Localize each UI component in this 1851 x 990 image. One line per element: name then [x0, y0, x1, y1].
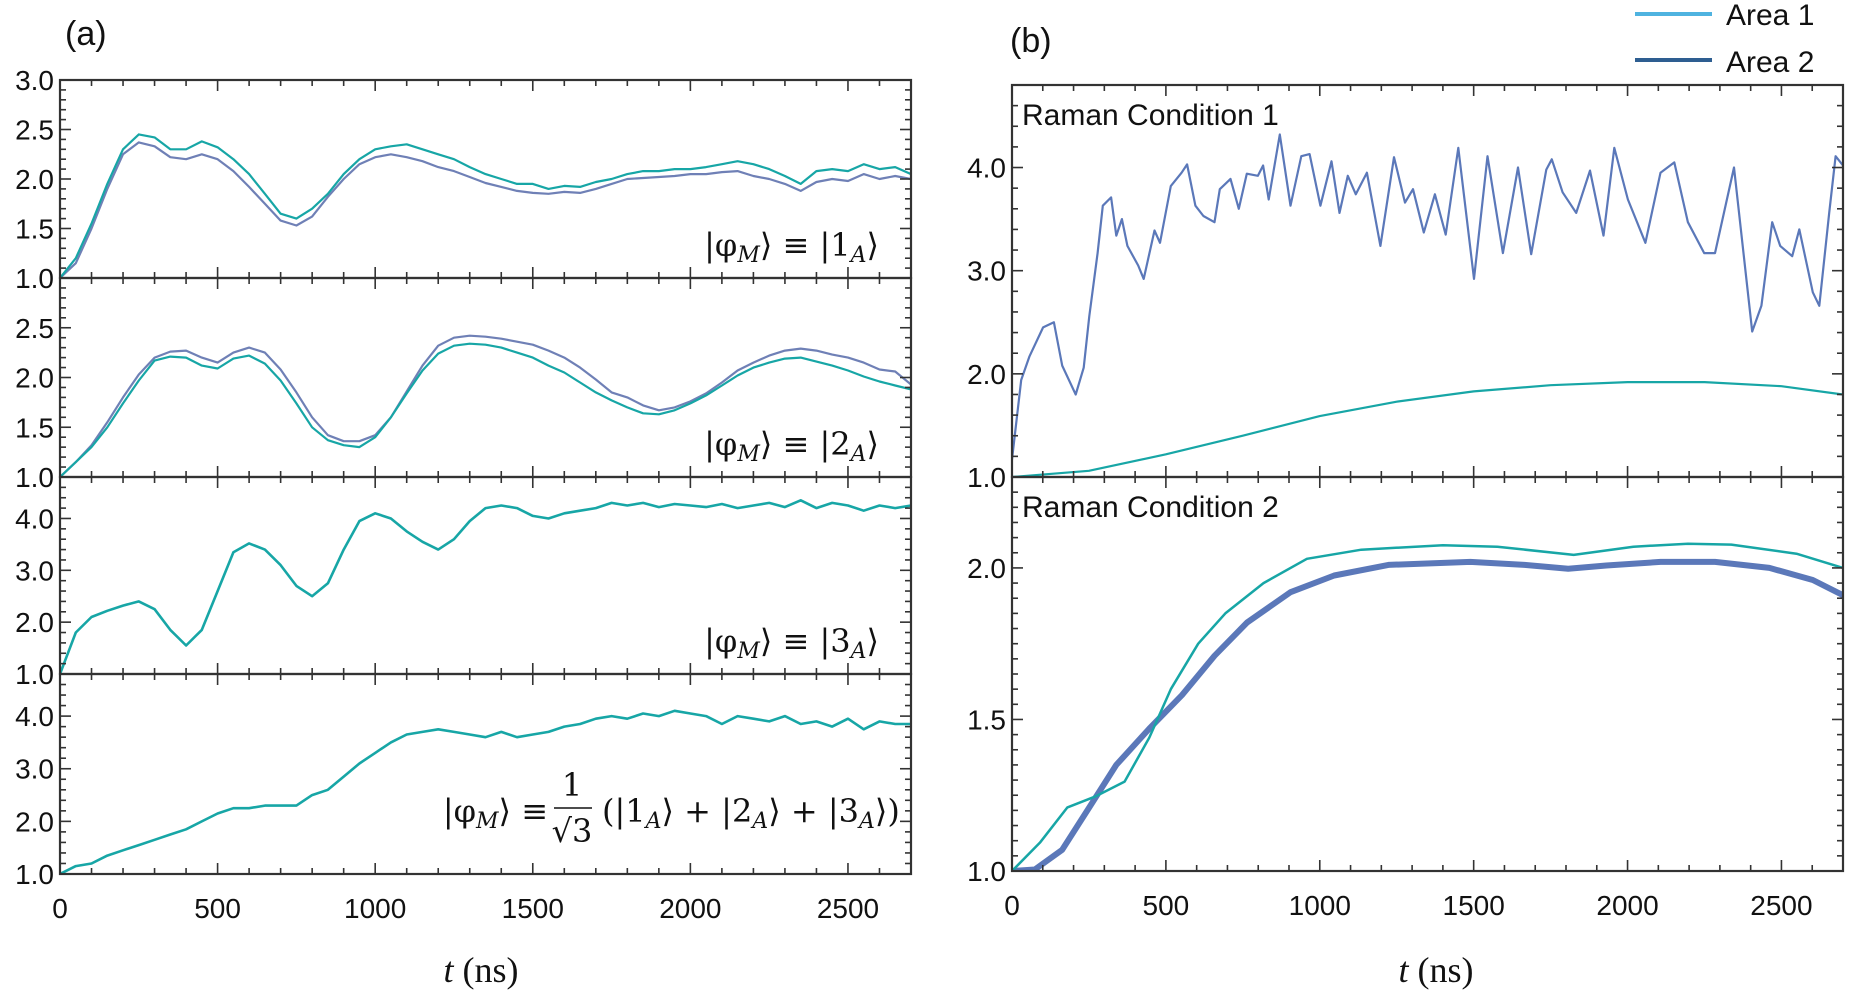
- series-line-area-1: [60, 133, 911, 278]
- x-tick-label: 2500: [817, 893, 879, 924]
- y-tick-label: 2.0: [967, 553, 1006, 584]
- series-line-area-1: [1012, 542, 1843, 871]
- x-axis-label-b: t (ns): [1398, 950, 1473, 990]
- y-tick-label: 4.0: [967, 153, 1006, 184]
- y-tick-label: 3.0: [15, 754, 54, 785]
- condition-label: Raman Condition 1: [1022, 99, 1279, 132]
- y-tick-label: 1.5: [15, 214, 54, 245]
- axes-frame: [1010, 475, 1845, 873]
- subplot-a3: 1.0 2.0 3.0 4.0 |φM⟩ ≡ |3A⟩: [15, 475, 913, 690]
- y-tick-label: 4.0: [15, 503, 54, 534]
- y-tick-label: 3.0: [967, 256, 1006, 287]
- series-line-area-1: [1012, 381, 1843, 477]
- x-tick-label: 2000: [659, 893, 721, 924]
- state-label-superposition: |φM⟩ ≡ 1 √3(|1A⟩ + |2A⟩ + |3A⟩): [443, 766, 900, 850]
- panel-a-letter: (a): [65, 15, 107, 53]
- fraction-denominator: √3: [552, 812, 593, 850]
- y-tick-label: 1.0: [967, 462, 1006, 493]
- subplot-b1: 1.0 2.0 3.0 4.0 Raman Condition 1: [967, 83, 1845, 493]
- state-label: |φM⟩ ≡ |3A⟩: [704, 622, 879, 664]
- x-tick-label: 1500: [1443, 890, 1505, 921]
- state-label-rhs: (|1A⟩ + |2A⟩ + |3A⟩): [602, 792, 900, 834]
- condition-label: Raman Condition 2: [1022, 491, 1279, 524]
- x-axis-label-a: t (ns): [443, 950, 518, 990]
- y-tick-label: 2.0: [967, 359, 1006, 390]
- series-line-area-1: [60, 709, 911, 874]
- legend-label-area-2: Area 2: [1726, 46, 1814, 79]
- y-tick-label: 2.0: [15, 806, 54, 837]
- x-tick-label: 1500: [502, 893, 564, 924]
- x-tick-label: 0: [1004, 890, 1020, 921]
- plot-area: 1.0 1.5 2.0 2.5 3.0 |φM⟩ ≡ |1A⟩ 1.0 1.5 2.0 2.5 |φ…: [15, 65, 1845, 924]
- subplot-b2: 1.0 1.5 2.0 0 500 1000 1500 2000 2500 Raman Condi…: [967, 475, 1845, 921]
- y-tick-label: 2.0: [15, 607, 54, 638]
- axes-frame: [1010, 83, 1845, 479]
- y-tick-label: 1.0: [15, 263, 54, 294]
- x-tick-label: 1000: [344, 893, 406, 924]
- x-tick-label: 2000: [1596, 890, 1658, 921]
- legend: Area 1 Area 2: [1635, 0, 1814, 79]
- y-tick-label: 2.5: [15, 115, 54, 146]
- subplot-a4: 1.0 2.0 3.0 4.0 0 500 1000 1500 2000 2500 |φM⟩ ≡ 1 √…: [15, 672, 913, 924]
- x-tick-label: 500: [194, 893, 241, 924]
- y-tick-label: 2.0: [15, 164, 54, 195]
- y-tick-label: 2.0: [15, 363, 54, 394]
- y-tick-label: 1.0: [15, 659, 54, 690]
- series-line-area-2: [1012, 133, 1843, 460]
- x-axis-variable: t: [1398, 950, 1409, 990]
- fraction-numerator: 1: [562, 766, 582, 804]
- series-line-area-1: [60, 342, 911, 477]
- x-axis-unit: (ns): [463, 950, 519, 990]
- state-label-lhs: |φM⟩ ≡: [443, 792, 548, 834]
- series-line-area-2: [60, 334, 911, 477]
- series-line-area-2: [1012, 558, 1843, 871]
- state-label: |φM⟩ ≡ |1A⟩: [704, 226, 879, 268]
- x-tick-label: 0: [52, 893, 68, 924]
- y-tick-label: 1.0: [15, 859, 54, 890]
- x-tick-label: 500: [1143, 890, 1190, 921]
- x-tick-label: 2500: [1750, 890, 1812, 921]
- x-axis-variable: t: [443, 950, 454, 990]
- state-label: |φM⟩ ≡ |2A⟩: [704, 425, 879, 467]
- y-tick-label: 4.0: [15, 701, 54, 732]
- subplot-a2: 1.0 1.5 2.0 2.5 |φM⟩ ≡ |2A⟩: [15, 276, 913, 493]
- x-tick-label: 1000: [1289, 890, 1351, 921]
- y-tick-label: 1.0: [15, 462, 54, 493]
- x-axis-unit: (ns): [1418, 950, 1474, 990]
- panel-b-letter: (b): [1010, 22, 1052, 60]
- y-tick-label: 3.0: [15, 65, 54, 96]
- legend-label-area-1: Area 1: [1726, 0, 1814, 32]
- series-line-area-1: [60, 499, 911, 674]
- y-tick-label: 3.0: [15, 555, 54, 586]
- axes-frame: [58, 672, 913, 876]
- y-tick-label: 1.5: [15, 412, 54, 443]
- y-tick-label: 1.5: [967, 704, 1006, 735]
- subplot-a1: 1.0 1.5 2.0 2.5 3.0 |φM⟩ ≡ |1A⟩: [15, 65, 913, 294]
- y-tick-label: 1.0: [967, 856, 1006, 887]
- series-line-area-2: [60, 141, 911, 278]
- y-tick-label: 2.5: [15, 313, 54, 344]
